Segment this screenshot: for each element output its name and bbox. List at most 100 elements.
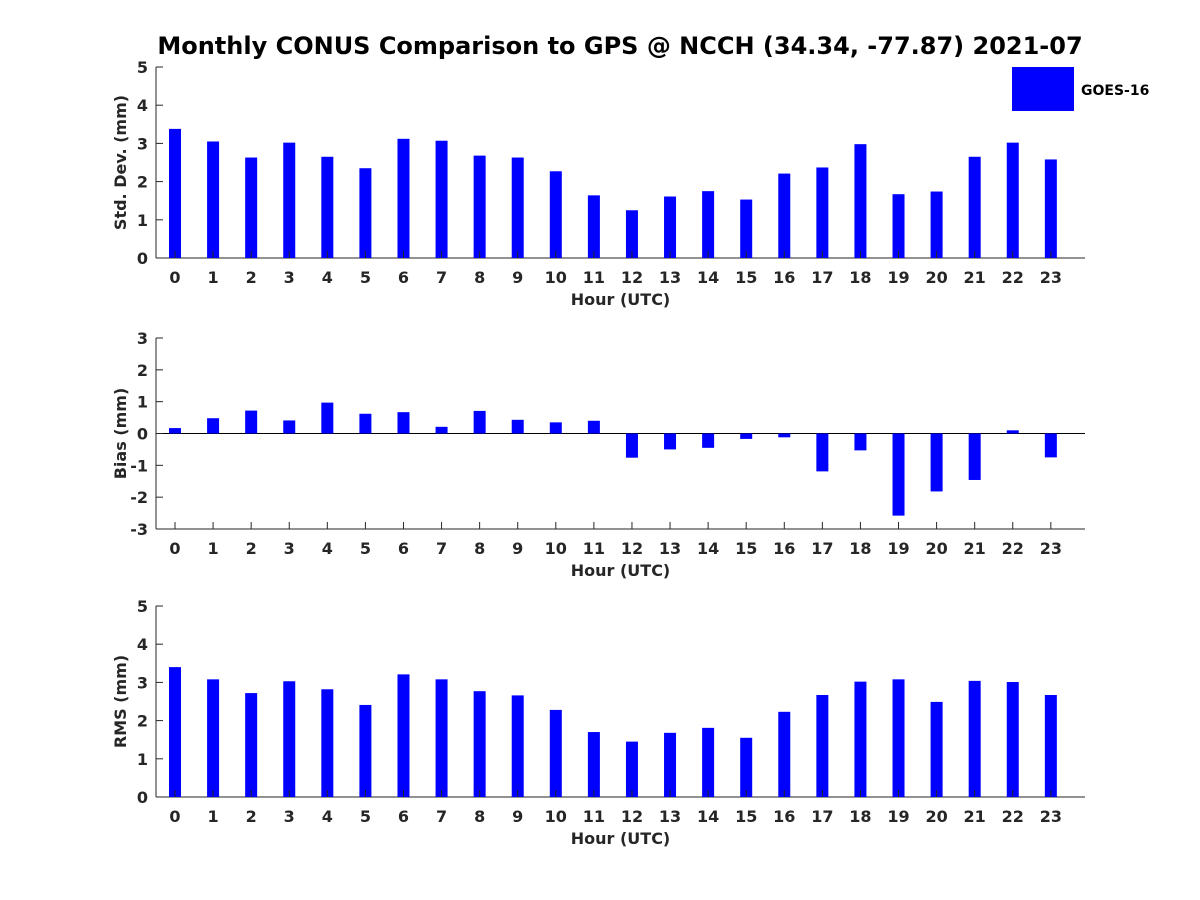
legend-label: GOES-16 [1081, 83, 1149, 99]
stddev-x-tick-label: 13 [659, 268, 681, 287]
stddev-bar-20 [930, 191, 943, 258]
stddev-x-tick-label: 8 [474, 268, 485, 287]
rms-bar-10 [549, 709, 562, 797]
stddev-x-tick-label: 19 [887, 268, 909, 287]
bias-y-tick-label: 1 [137, 393, 148, 412]
bias-bar-23 [1044, 433, 1057, 458]
stddev-x-tick-label: 0 [169, 268, 180, 287]
bias-x-tick-label: 15 [735, 539, 757, 558]
bias-bar-10 [549, 422, 562, 434]
stddev-y-tick-label: 2 [137, 173, 148, 192]
rms-bar-18 [854, 681, 867, 797]
bias-x-tick-label: 21 [964, 539, 986, 558]
bias-x-tick-label: 1 [208, 539, 219, 558]
stddev-x-tick-label: 23 [1040, 268, 1062, 287]
bias-x-tick-label: 20 [925, 539, 947, 558]
rms-y-axis-label: RMS (mm) [111, 655, 130, 748]
stddev-x-tick-label: 16 [773, 268, 795, 287]
stddev-bar-22 [1006, 142, 1019, 258]
rms-x-tick-label: 11 [583, 807, 605, 826]
stddev-bar-6 [397, 138, 410, 258]
stddev-bar-4 [321, 156, 334, 258]
rms-y-tick-label: 4 [137, 635, 148, 654]
stddev-x-tick-label: 10 [545, 268, 567, 287]
legend: GOES-16 [1012, 67, 1149, 111]
rms-bar-4 [321, 689, 334, 797]
bias-x-tick-label: 9 [512, 539, 523, 558]
stddev-x-tick-label: 4 [322, 268, 333, 287]
stddev-x-tick-label: 9 [512, 268, 523, 287]
bias-x-tick-label: 10 [545, 539, 567, 558]
bias-x-tick-label: 0 [169, 539, 180, 558]
bias-y-tick-label: -2 [130, 488, 148, 507]
rms-y-tick-label: 5 [137, 597, 148, 616]
stddev-bar-17 [816, 167, 829, 258]
rms-bar-14 [702, 727, 715, 797]
bias-x-tick-label: 7 [436, 539, 447, 558]
rms-bar-19 [892, 679, 905, 797]
bias-y-tick-label: 0 [137, 425, 148, 444]
stddev-x-tick-label: 21 [964, 268, 986, 287]
rms-x-tick-label: 3 [284, 807, 295, 826]
bias-x-tick-label: 19 [887, 539, 909, 558]
stddev-y-tick-label: 3 [137, 134, 148, 153]
bias-y-tick-label: 3 [137, 329, 148, 348]
bias-bar-11 [587, 420, 600, 434]
bias-y-tick-label: -1 [130, 456, 148, 475]
rms-x-tick-label: 1 [208, 807, 219, 826]
stddev-x-tick-label: 5 [360, 268, 371, 287]
rms-x-tick-label: 19 [887, 807, 909, 826]
stddev-bar-19 [892, 194, 905, 258]
stddev-x-tick-label: 17 [811, 268, 833, 287]
rms-x-tick-label: 12 [621, 807, 643, 826]
stddev-bar-11 [587, 195, 600, 258]
rms-bar-3 [283, 681, 296, 797]
bias-bar-2 [245, 410, 258, 434]
stddev-y-tick-label: 5 [137, 58, 148, 77]
stddev-bar-15 [740, 199, 753, 258]
bias-x-tick-label: 23 [1040, 539, 1062, 558]
chart-title: Monthly CONUS Comparison to GPS @ NCCH (… [157, 32, 1082, 60]
bias-y-tick-label: 2 [137, 361, 148, 380]
rms-bar-21 [968, 680, 981, 797]
stddev-x-tick-label: 14 [697, 268, 719, 287]
bias-x-tick-label: 14 [697, 539, 719, 558]
bias-bar-14 [702, 433, 715, 448]
stddev-x-tick-label: 15 [735, 268, 757, 287]
bias-bar-7 [435, 426, 448, 434]
rms-bar-0 [169, 667, 181, 797]
bias-bar-6 [397, 412, 410, 434]
rms-y-tick-label: 0 [137, 788, 148, 807]
bias-bar-1 [207, 418, 220, 434]
rms-y-tick-label: 2 [137, 712, 148, 731]
stddev-x-tick-label: 1 [208, 268, 219, 287]
bias-bar-20 [930, 433, 943, 492]
bias-bar-15 [740, 433, 753, 439]
stddev-y-tick-label: 4 [137, 96, 148, 115]
stddev-x-tick-label: 2 [246, 268, 257, 287]
rms-bar-23 [1044, 695, 1057, 797]
rms-x-tick-label: 18 [849, 807, 871, 826]
bias-x-tick-label: 13 [659, 539, 681, 558]
bias-bar-9 [511, 419, 524, 434]
stddev-x-tick-label: 7 [436, 268, 447, 287]
rms-x-tick-label: 15 [735, 807, 757, 826]
bias-bar-19 [892, 433, 905, 516]
stddev-bar-3 [283, 142, 296, 258]
bias-x-tick-label: 12 [621, 539, 643, 558]
rms-x-tick-label: 10 [545, 807, 567, 826]
bias-bar-4 [321, 402, 334, 434]
stddev-x-tick-label: 6 [398, 268, 409, 287]
bias-bar-18 [854, 433, 867, 451]
stddev-bar-0 [169, 128, 181, 258]
bias-x-tick-label: 2 [246, 539, 257, 558]
bias-x-tick-label: 11 [583, 539, 605, 558]
stddev-bar-14 [702, 191, 715, 258]
bias-bar-3 [283, 420, 296, 434]
stddev-bar-12 [625, 210, 638, 258]
stddev-y-tick-label: 0 [137, 249, 148, 268]
